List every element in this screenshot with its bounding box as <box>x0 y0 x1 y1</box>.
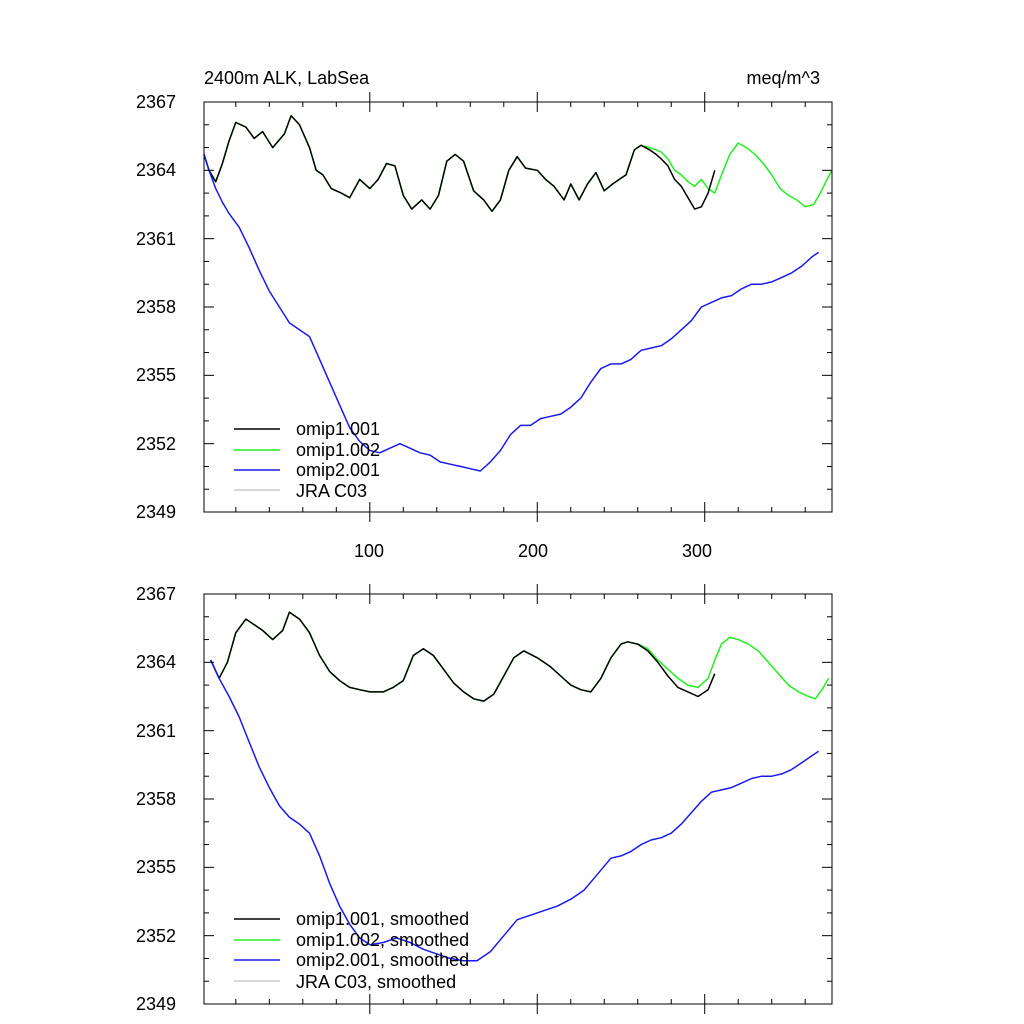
top-y-tick-label: 2349 <box>136 502 176 522</box>
top-plot-frame <box>203 101 833 513</box>
bottom-legend: omip1.001, smoothed omip1.002, smoothed … <box>234 909 469 992</box>
top-legend: omip1.001 omip1.002 omip2.001 JRA C03 <box>234 419 380 501</box>
legend-label: omip2.001 <box>296 460 380 480</box>
legend-label: omip1.001 <box>296 419 380 439</box>
bottom-y-tick-label: 2355 <box>136 857 176 877</box>
top-y-tick-label: 2361 <box>136 229 176 249</box>
bottom-ticks <box>204 584 832 1014</box>
top-series-line-omip1-002 <box>203 114 833 213</box>
legend-label: JRA C03 <box>296 481 367 501</box>
bottom-plot-frame <box>203 593 833 1005</box>
bottom-y-tick-label: 2364 <box>136 652 176 672</box>
top-x-tick-label: 100 <box>354 541 384 561</box>
legend-label: omip2.001, smoothed <box>296 950 469 970</box>
top-y-tick-label: 2355 <box>136 365 176 385</box>
top-plot-lines <box>203 114 833 472</box>
bottom-y-tick-label: 2352 <box>136 926 176 946</box>
top-x-tick-label: 300 <box>682 541 712 561</box>
top-y-tick-label: 2364 <box>136 160 176 180</box>
bottom-y-tick-labels: 2349 2352 2355 2358 2361 2364 2367 <box>136 584 176 1014</box>
top-x-tick-label: 200 <box>518 541 548 561</box>
bottom-series-line-omip2-001-smoothed <box>210 659 820 962</box>
bottom-plot-lines <box>210 611 830 962</box>
bottom-y-tick-label: 2361 <box>136 721 176 741</box>
top-y-tick-labels: 2349 2352 2355 2358 2361 2364 2367 <box>136 92 176 522</box>
top-x-tick-labels: 100 200 300 <box>354 541 712 561</box>
top-series-line-omip1-001 <box>203 114 716 213</box>
bottom-y-tick-label: 2349 <box>136 994 176 1014</box>
top-y-tick-label: 2352 <box>136 434 176 454</box>
top-panel-units: meq/m^3 <box>747 68 820 88</box>
legend-label: omip1.002, smoothed <box>296 930 469 950</box>
top-panel: 2400m ALK, LabSea meq/m^3 2349 2352 2355… <box>136 68 833 561</box>
bottom-y-tick-label: 2358 <box>136 789 176 809</box>
top-series-line-omip2-001 <box>203 154 820 472</box>
top-y-tick-label: 2367 <box>136 92 176 112</box>
bottom-series-line-omip1-001-smoothed <box>210 611 716 702</box>
legend-label: JRA C03, smoothed <box>296 972 456 992</box>
bottom-panel: 2349 2352 2355 2358 2361 2364 2367 omip1… <box>136 584 833 1014</box>
legend-label: omip1.001, smoothed <box>296 909 469 929</box>
legend-label: omip1.002 <box>296 440 380 460</box>
top-y-tick-label: 2358 <box>136 297 176 317</box>
bottom-y-tick-label: 2367 <box>136 584 176 604</box>
top-panel-title: 2400m ALK, LabSea <box>204 68 370 88</box>
